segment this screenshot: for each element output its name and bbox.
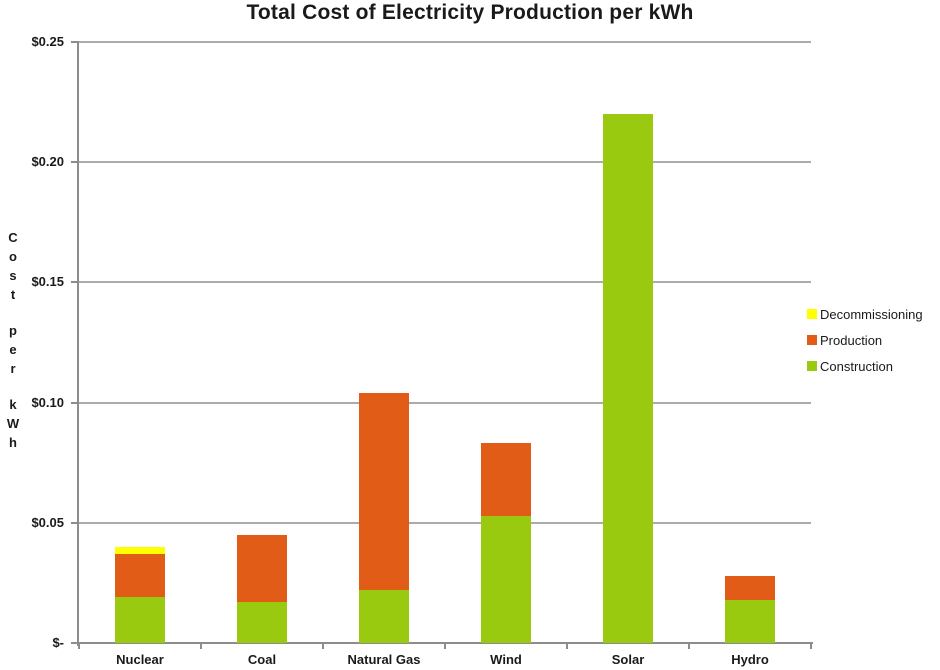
bar-hydro-production <box>725 575 775 600</box>
bar-wind-construction <box>481 515 531 643</box>
y-axis-title-letter: h <box>9 435 17 450</box>
x-axis-label-natural-gas: Natural Gas <box>347 652 421 667</box>
y-axis-title-letter: C <box>8 230 18 245</box>
x-axis-tick <box>322 643 324 649</box>
y-axis-tick-label: $0.20 <box>31 154 64 170</box>
y-axis-title-letter: p <box>9 323 17 338</box>
y-axis-tick-label: $0.05 <box>31 514 64 530</box>
bar-natural-gas-construction <box>359 590 409 643</box>
chart-title: Total Cost of Electricity Production per… <box>246 1 694 24</box>
legend: Decommissioning Production Construction <box>807 301 923 379</box>
y-axis-tick-label: $0.25 <box>31 34 64 49</box>
y-axis-tick-label: $0.10 <box>31 394 64 410</box>
x-axis-label-wind: Wind <box>490 652 522 667</box>
y-axis-title-letter: e <box>9 342 17 357</box>
y-axis-tick-label: $- <box>52 635 64 650</box>
y-axis-tick-label: $0.15 <box>31 274 64 290</box>
y-axis-title-letter: t <box>10 287 16 302</box>
x-axis-label-solar: Solar <box>611 652 645 667</box>
x-axis-tick <box>444 643 446 649</box>
y-axis-tick <box>71 281 79 284</box>
legend-label-construction: Construction <box>820 358 893 374</box>
y-axis-title-letter: k <box>9 397 17 412</box>
x-axis-label-nuclear: Nuclear <box>116 652 164 667</box>
x-axis-label-hydro: Hydro <box>731 652 769 667</box>
gridline <box>79 401 811 404</box>
x-axis-tick <box>200 643 202 649</box>
x-axis-tick <box>688 643 690 649</box>
x-axis-tick <box>566 643 568 649</box>
gridline <box>79 161 811 164</box>
x-axis-tick <box>78 643 80 649</box>
legend-swatch-production <box>807 335 817 345</box>
y-axis-tick <box>71 521 79 524</box>
y-axis-title-letter: r <box>10 361 16 376</box>
y-axis-title-letter: o <box>9 249 17 264</box>
gridline <box>79 281 811 284</box>
x-axis-label-coal: Coal <box>247 652 277 667</box>
gridline <box>79 41 811 43</box>
bar-solar-construction <box>603 114 653 643</box>
bar-wind-production <box>481 443 531 516</box>
bar-natural-gas-production <box>359 392 409 591</box>
legend-item-production: Production <box>807 327 923 353</box>
bar-coal-construction <box>237 602 287 643</box>
y-axis-title-letter: s <box>9 268 17 283</box>
y-axis-tick <box>71 401 79 404</box>
y-axis-tick <box>71 41 79 43</box>
bar-hydro-construction <box>725 599 775 643</box>
bar-nuclear-production <box>115 554 165 598</box>
y-axis-tick <box>71 161 79 164</box>
y-axis-line <box>77 41 79 646</box>
bar-coal-production <box>237 534 287 603</box>
legend-item-decommissioning: Decommissioning <box>807 301 923 327</box>
legend-swatch-construction <box>807 361 817 371</box>
legend-swatch-decommissioning <box>807 309 817 319</box>
legend-label-decommissioning: Decommissioning <box>820 306 923 322</box>
bar-nuclear-decommissioning <box>115 546 165 555</box>
legend-label-production: Production <box>820 332 883 348</box>
x-axis-tick <box>810 643 812 649</box>
x-axis-line <box>71 642 813 644</box>
y-axis-title-letter: W <box>6 416 20 431</box>
gridline <box>79 521 811 524</box>
bar-nuclear-construction <box>115 597 165 643</box>
legend-item-construction: Construction <box>807 353 923 379</box>
